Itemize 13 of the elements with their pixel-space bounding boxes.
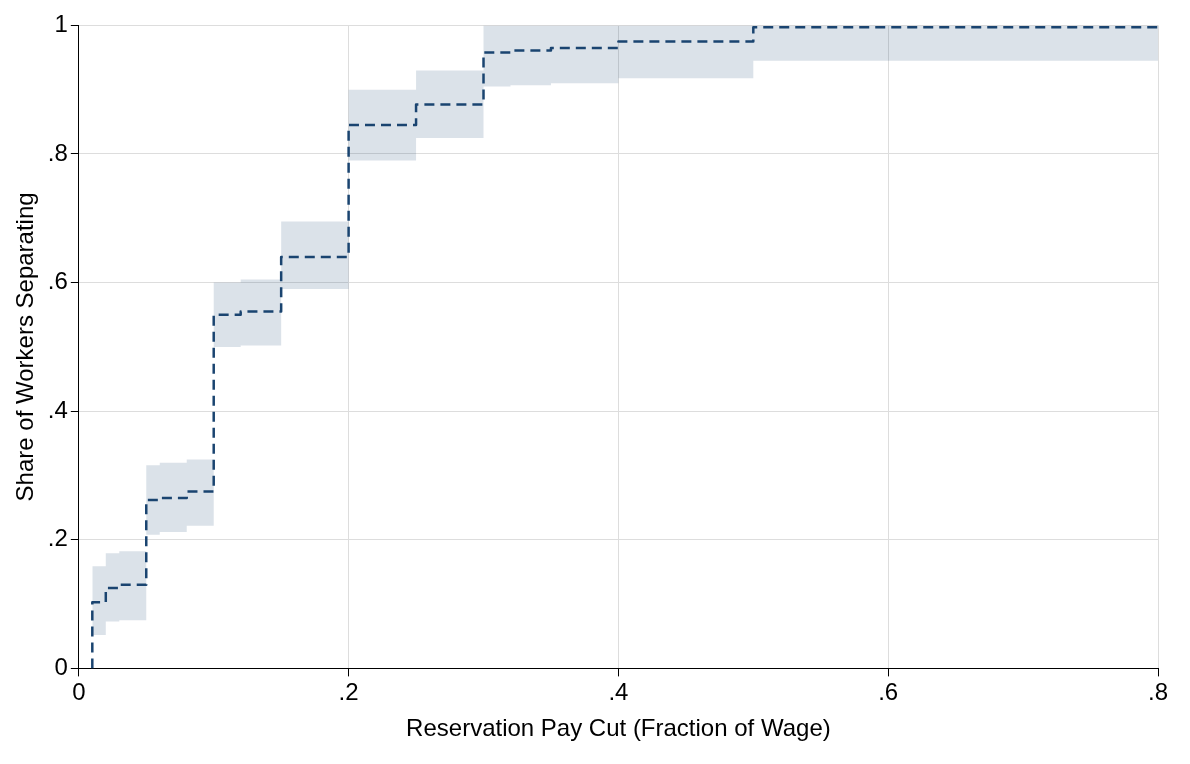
y-tick-label: .8: [47, 138, 68, 166]
x-tick-label: .6: [878, 678, 899, 706]
x-tick-label: .8: [1147, 678, 1169, 706]
y-tick-label: 1: [54, 10, 68, 38]
y-tick-label: .6: [47, 267, 68, 295]
x-tick-label: .2: [338, 678, 359, 706]
y-axis-title: Share of Workers Separating: [11, 192, 39, 502]
y-tick-label: .2: [47, 524, 68, 552]
y-tick-label: .4: [47, 395, 68, 423]
x-axis-title: Reservation Pay Cut (Fraction of Wage): [406, 714, 831, 742]
x-tick-label: .4: [608, 678, 629, 706]
y-tick-label: 0: [54, 653, 68, 681]
x-tick-label: 0: [72, 678, 86, 706]
